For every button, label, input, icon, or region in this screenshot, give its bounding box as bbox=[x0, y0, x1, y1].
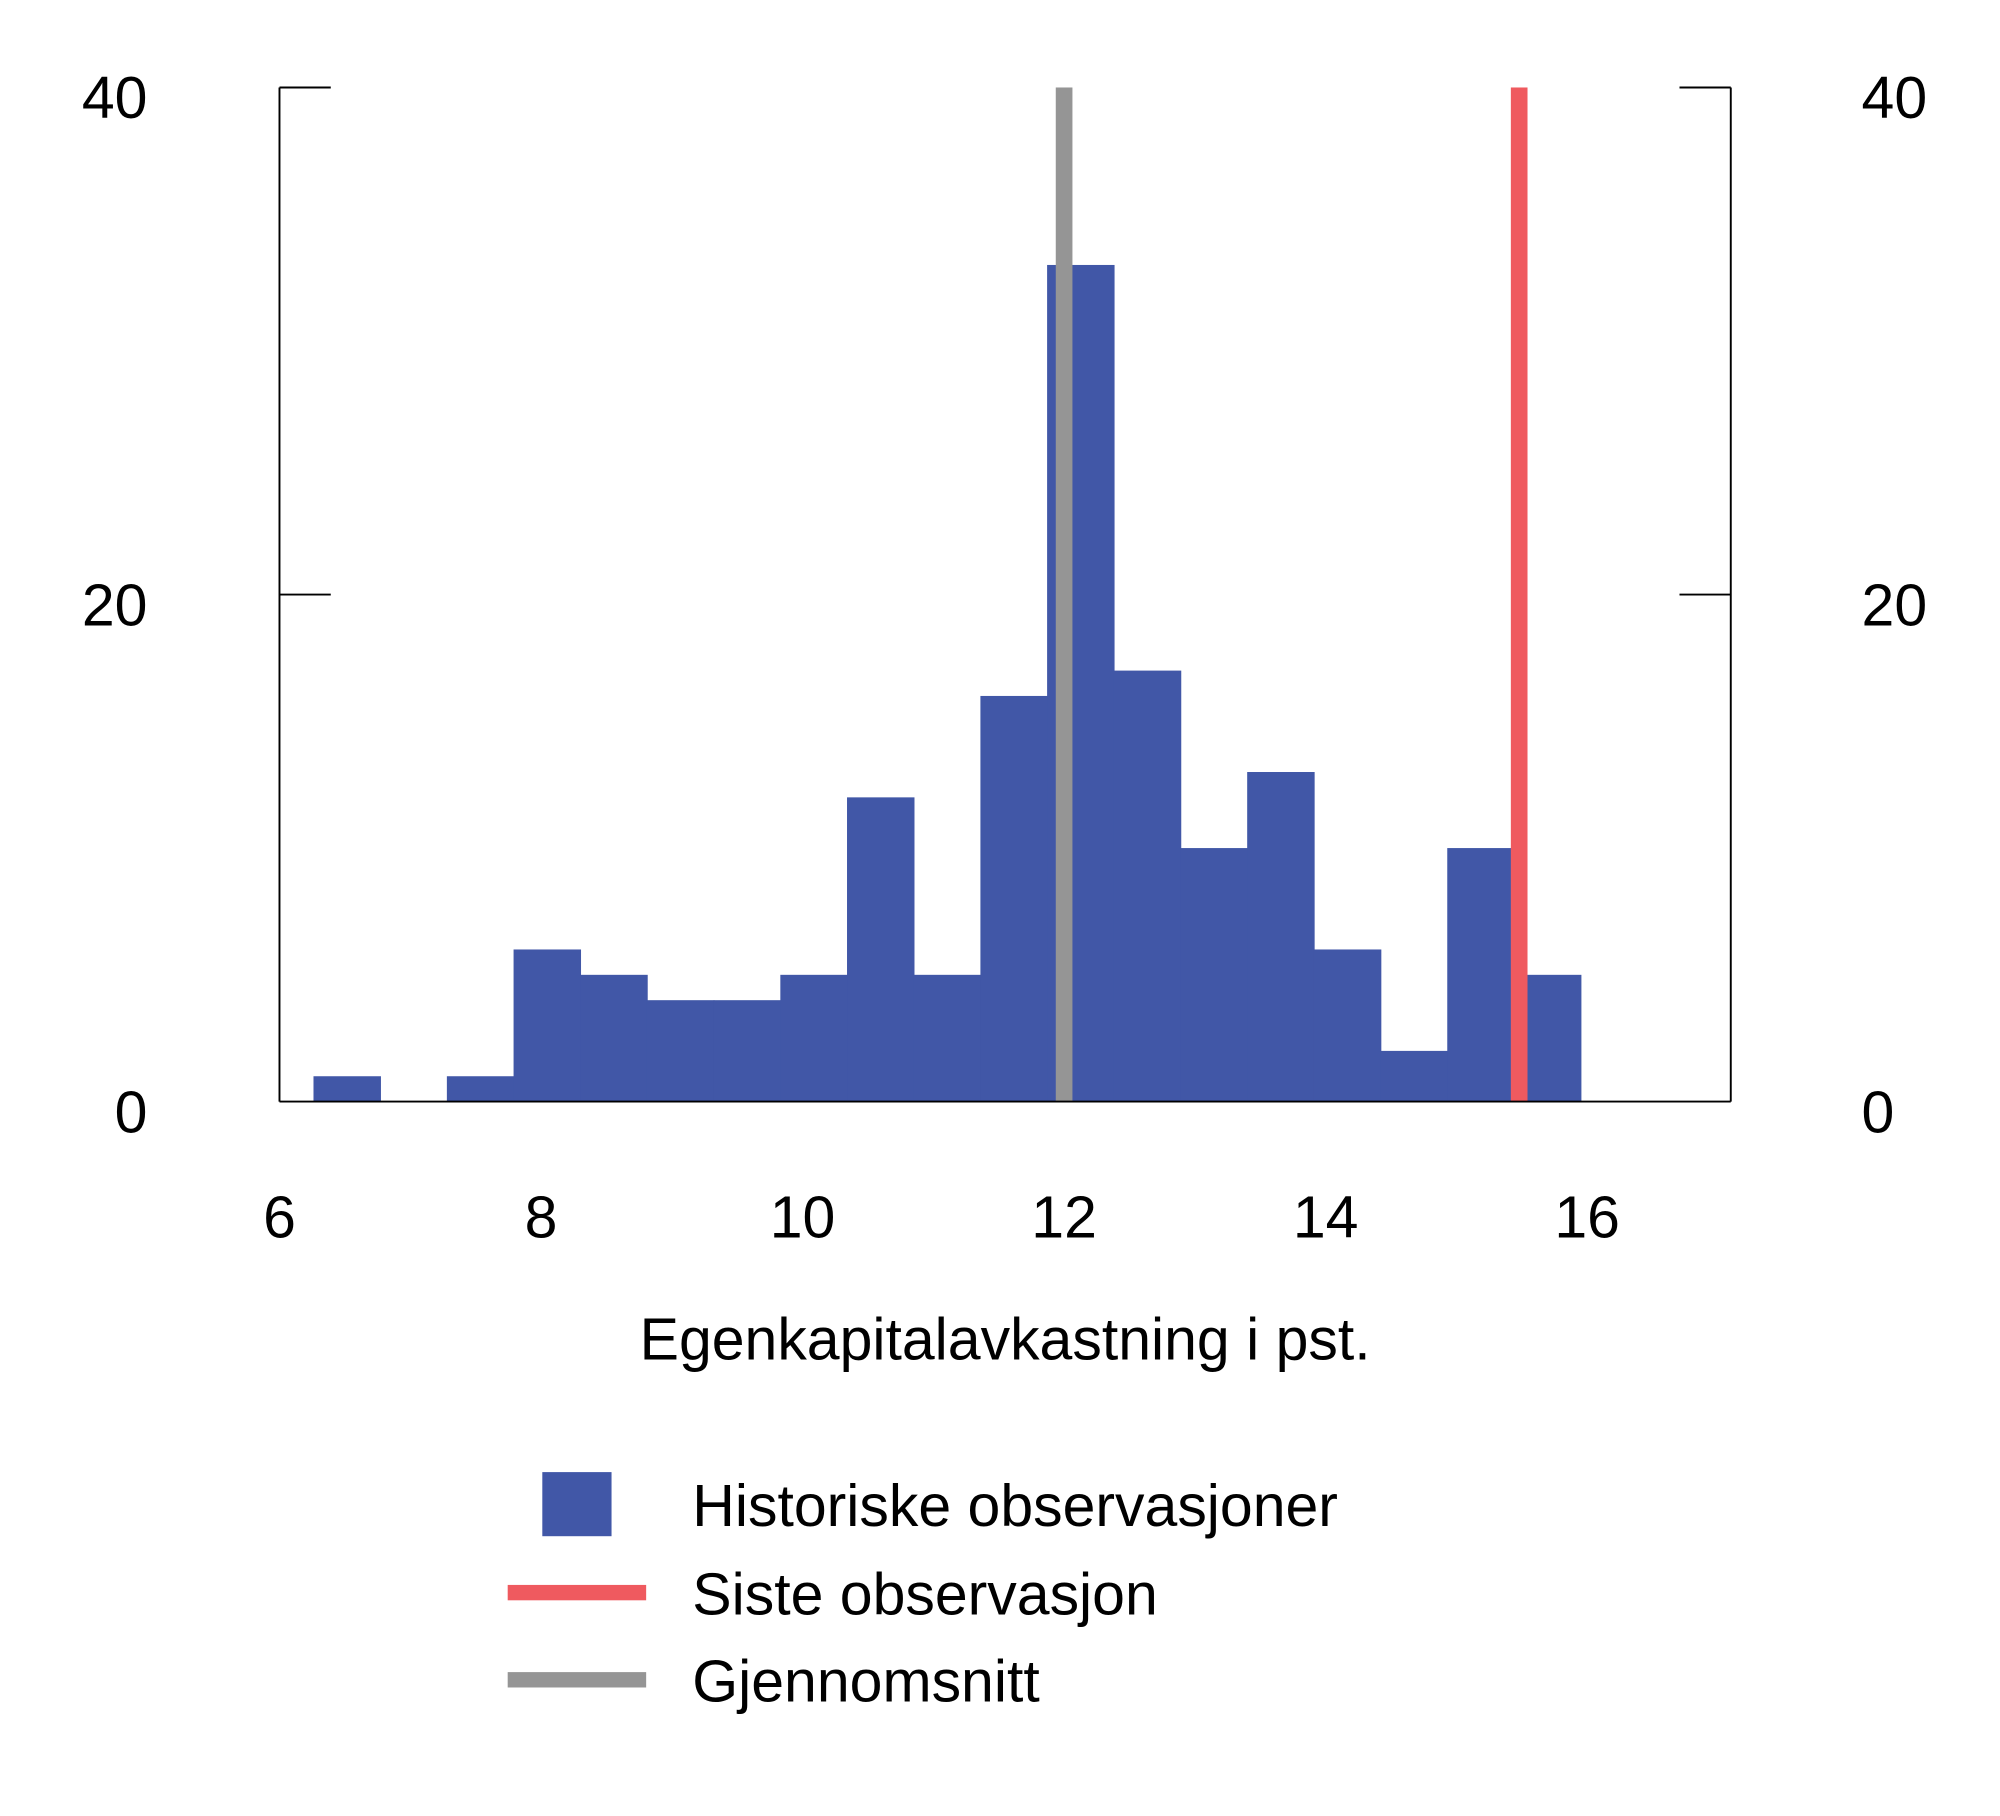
axes bbox=[278, 86, 1732, 1103]
legend-label: Siste observasjon bbox=[692, 1562, 1157, 1627]
histogram-bar bbox=[646, 1000, 715, 1102]
vline-siste-observasjon bbox=[1510, 87, 1528, 1102]
histogram-bar bbox=[913, 974, 982, 1102]
right-y-tick-label: 20 bbox=[1862, 573, 1928, 638]
legend: Historiske observasjoner Siste observasjo… bbox=[507, 1472, 1338, 1715]
legend-label: Historiske observasjoner bbox=[692, 1474, 1338, 1539]
legend-swatch-line bbox=[507, 1672, 647, 1688]
histogram-bar bbox=[847, 797, 915, 1102]
histogram-bar bbox=[1247, 772, 1315, 1102]
legend-swatch-square bbox=[542, 1472, 612, 1537]
histogram-bar bbox=[580, 974, 648, 1102]
bars bbox=[313, 264, 1582, 1102]
histogram-bar bbox=[446, 1076, 515, 1102]
reference-lines bbox=[1055, 87, 1528, 1102]
histogram-bar bbox=[1313, 949, 1382, 1102]
histogram-bar bbox=[1113, 670, 1182, 1102]
x-tick-labels: 6 8 10 12 14 16 bbox=[263, 1185, 1620, 1250]
histogram-bar bbox=[513, 949, 582, 1102]
histogram-bar bbox=[313, 1076, 381, 1102]
histogram-bar bbox=[980, 695, 1048, 1102]
left-y-tick-label: 20 bbox=[82, 573, 148, 638]
histogram-bar bbox=[1180, 848, 1248, 1102]
histogram-bar bbox=[1447, 848, 1515, 1102]
y-tick-labels: 0 0 20 20 40 40 bbox=[82, 66, 1927, 1145]
histogram-bar bbox=[713, 1000, 782, 1102]
right-y-tick-label: 0 bbox=[1862, 1080, 1895, 1145]
x-tick-label: 10 bbox=[770, 1185, 836, 1250]
x-axis-label: Egenkapitalavkastning i pst. bbox=[640, 1307, 1371, 1372]
x-tick-label: 6 bbox=[263, 1185, 296, 1250]
x-tick-label: 12 bbox=[1031, 1185, 1097, 1250]
right-y-tick-label: 40 bbox=[1862, 66, 1928, 131]
left-y-tick-label: 0 bbox=[115, 1080, 148, 1145]
legend-swatch-line bbox=[507, 1584, 647, 1601]
vline-gjennomsnitt bbox=[1055, 87, 1073, 1102]
legend-label: Gjennomsnitt bbox=[692, 1650, 1039, 1715]
x-tick-label: 8 bbox=[525, 1185, 558, 1250]
histogram-bar bbox=[780, 974, 848, 1102]
x-tick-label: 14 bbox=[1293, 1185, 1359, 1250]
left-y-tick-label: 40 bbox=[82, 66, 148, 131]
x-tick-label: 16 bbox=[1554, 1185, 1620, 1250]
histogram-bar bbox=[1380, 1050, 1449, 1102]
